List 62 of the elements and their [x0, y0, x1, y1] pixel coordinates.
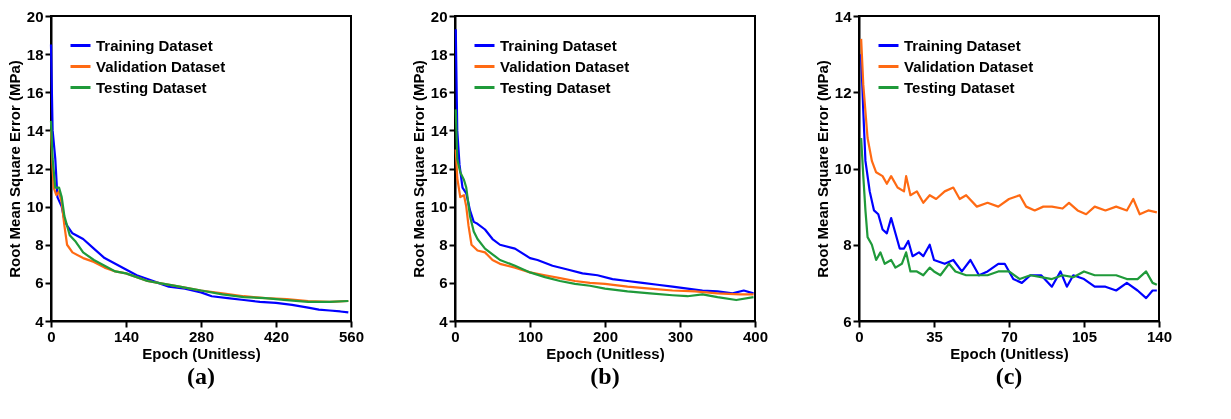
text: (c)	[995, 363, 1023, 389]
y-tick-label: 16	[26, 83, 44, 101]
x-tick-label: 0	[855, 327, 864, 345]
y-tick-label: 10	[430, 198, 448, 216]
x-tick-label: 35	[926, 327, 943, 345]
y-tick-label: 6	[439, 274, 448, 292]
x-axis-title: Epoch (Unitless)	[950, 344, 1069, 362]
y-axis-title: Root Mean Square Error (MPa)	[813, 60, 831, 278]
x-tick-label: 105	[1071, 327, 1098, 345]
legend-label: Training Dataset	[500, 36, 617, 54]
legend-label: Training Dataset	[904, 36, 1021, 54]
y-tick-label: 14	[834, 7, 853, 25]
x-tick-label: 140	[1146, 327, 1173, 345]
y-tick-label: 8	[843, 236, 852, 254]
x-tick-label: 0	[451, 327, 460, 345]
y-tick-label: 8	[439, 236, 448, 254]
line-series	[860, 37, 1158, 216]
legend-label: Testing Dataset	[904, 78, 1015, 96]
y-tick-label: 12	[834, 83, 852, 101]
legend-label: Validation Dataset	[500, 57, 630, 75]
x-tick-label: 0	[47, 327, 56, 345]
x-axis-title: Epoch (Unitless)	[546, 344, 665, 362]
x-tick-label: 100	[517, 327, 544, 345]
y-tick-label: 4	[439, 312, 449, 330]
line-series	[860, 136, 1158, 286]
text: (b)	[590, 363, 620, 389]
y-tick-label: 4	[35, 312, 45, 330]
x-tick-label: 70	[1001, 327, 1018, 345]
legend-label: Testing Dataset	[96, 78, 207, 96]
legend-label: Validation Dataset	[904, 57, 1034, 75]
y-tick-label: 16	[430, 83, 448, 101]
y-tick-label: 18	[430, 45, 448, 63]
legend-label: Testing Dataset	[500, 78, 611, 96]
y-tick-label: 20	[26, 7, 44, 25]
y-axis-title: Root Mean Square Error (MPa)	[5, 60, 23, 278]
x-tick-label: 200	[592, 327, 619, 345]
x-tick-label: 420	[263, 327, 290, 345]
y-tick-label: 14	[430, 121, 449, 139]
x-tick-label: 400	[742, 327, 769, 345]
y-tick-label: 12	[430, 160, 448, 177]
x-tick-label: 560	[338, 327, 365, 345]
x-tick-label: 300	[667, 327, 694, 345]
y-tick-label: 10	[26, 198, 44, 216]
y-tick-label: 6	[843, 312, 852, 330]
legend-label: Training Dataset	[96, 36, 213, 54]
y-tick-label: 8	[35, 236, 44, 254]
x-axis-title: Epoch (Unitless)	[142, 344, 261, 362]
y-tick-label: 14	[26, 121, 45, 139]
x-tick-label: 280	[188, 327, 215, 345]
line-series	[454, 28, 755, 295]
legend-label: Validation Dataset	[96, 57, 226, 75]
y-tick-label: 20	[430, 7, 448, 25]
text: (a)	[187, 363, 215, 389]
y-tick-label: 6	[35, 274, 44, 292]
line-series	[454, 108, 755, 302]
line-series	[860, 53, 1158, 300]
x-tick-label: 140	[113, 327, 140, 345]
y-tick-label: 18	[26, 45, 44, 63]
line-series	[454, 148, 755, 296]
y-tick-label: 12	[26, 160, 44, 177]
y-tick-label: 10	[834, 160, 852, 177]
y-axis-title: Root Mean Square Error (MPa)	[409, 60, 427, 278]
